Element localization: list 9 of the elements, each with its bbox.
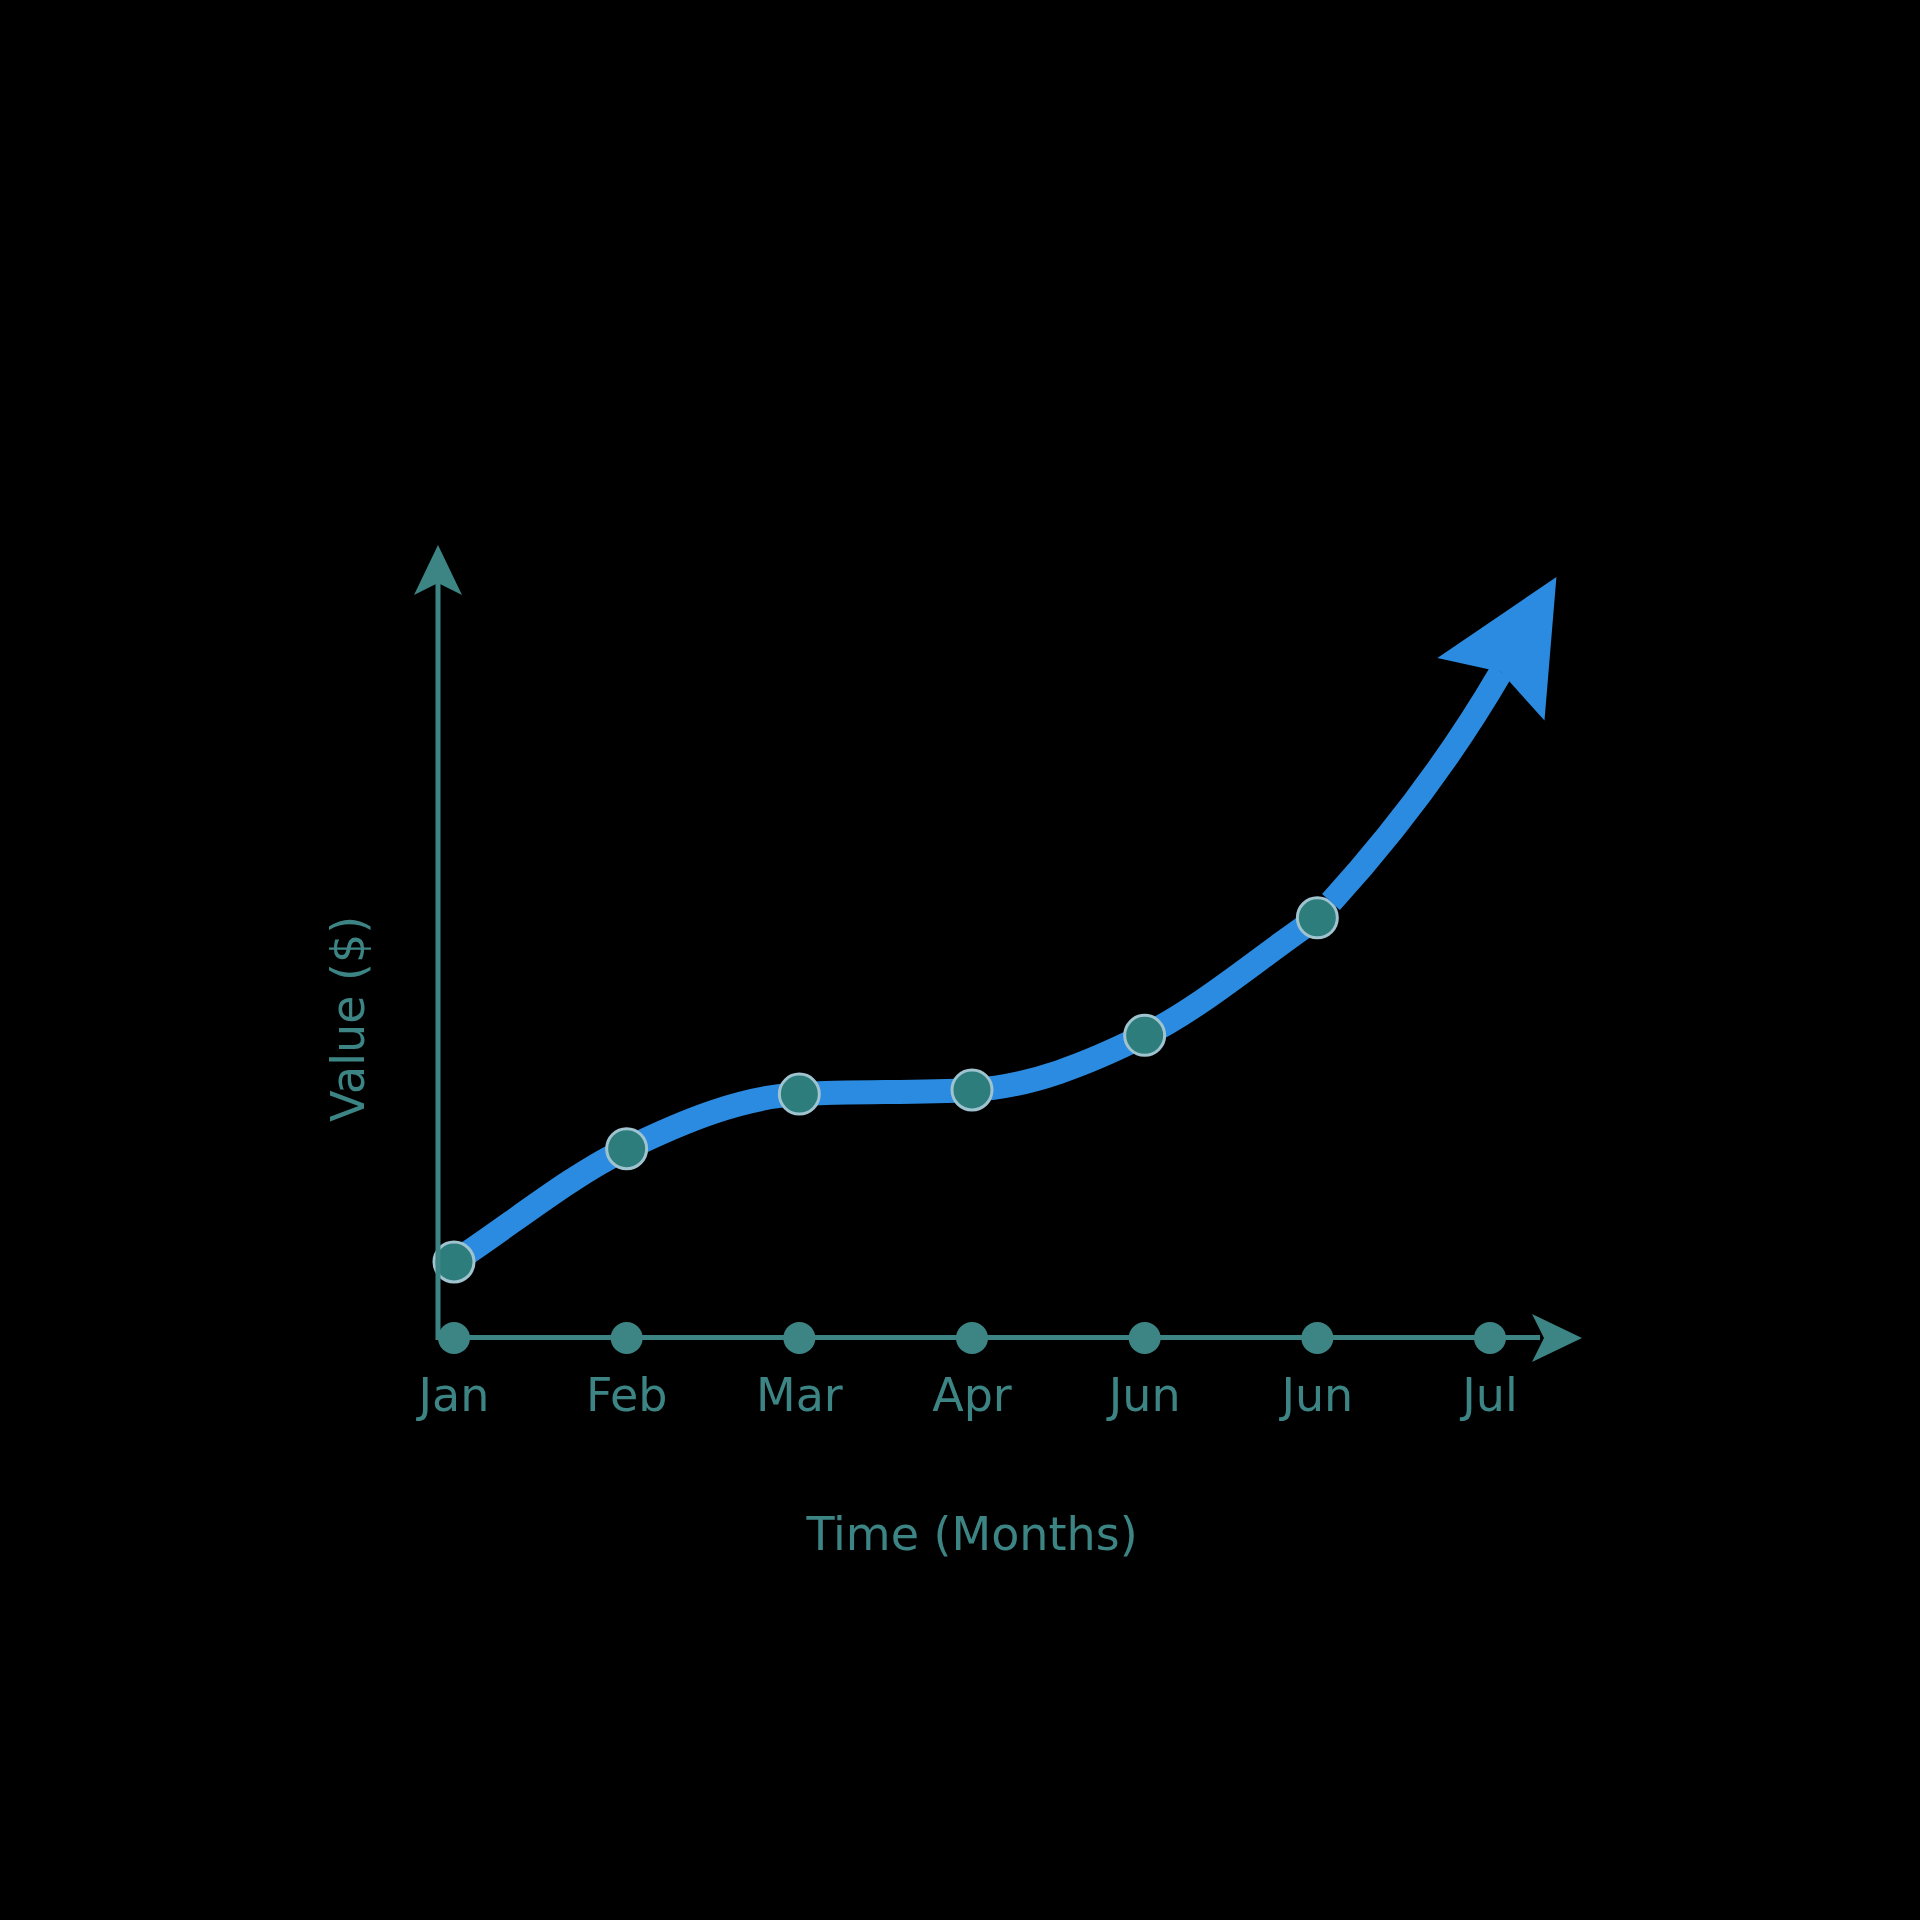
x-tick-label: Jun — [1105, 1368, 1181, 1423]
x-axis-title: Time (Months) — [805, 1507, 1138, 1562]
x-tick-label: Jul — [1459, 1368, 1518, 1423]
x-tick-label: Jun — [1278, 1368, 1354, 1423]
x-tick-label: Jan — [415, 1368, 490, 1423]
y-axis-title: Value ($) — [320, 915, 375, 1122]
x-tick-label: Feb — [585, 1368, 668, 1423]
x-tick-label: Mar — [755, 1368, 843, 1423]
x-tick-label: Apr — [932, 1368, 1012, 1423]
